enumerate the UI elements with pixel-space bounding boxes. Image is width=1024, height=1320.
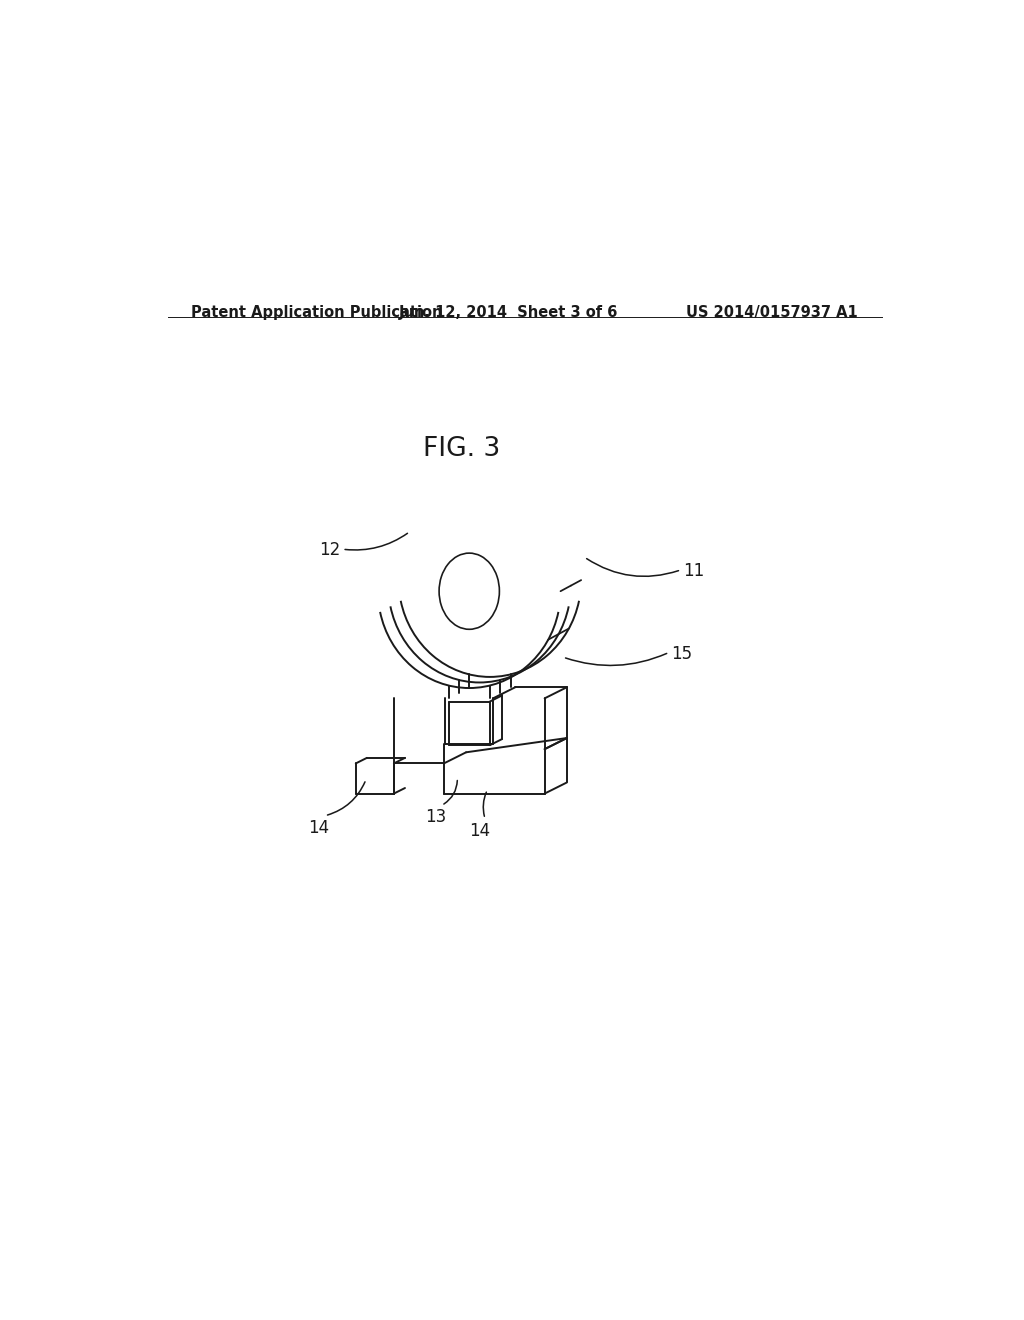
Text: US 2014/0157937 A1: US 2014/0157937 A1 xyxy=(686,305,858,319)
Text: 13: 13 xyxy=(425,808,446,826)
Text: Jun. 12, 2014  Sheet 3 of 6: Jun. 12, 2014 Sheet 3 of 6 xyxy=(399,305,618,319)
Text: 11: 11 xyxy=(684,562,705,581)
Text: 12: 12 xyxy=(319,541,341,558)
Text: 15: 15 xyxy=(672,645,693,663)
Text: Patent Application Publication: Patent Application Publication xyxy=(191,305,443,319)
Text: FIG. 3: FIG. 3 xyxy=(423,437,500,462)
Text: 14: 14 xyxy=(469,822,490,840)
Text: 14: 14 xyxy=(308,818,329,837)
